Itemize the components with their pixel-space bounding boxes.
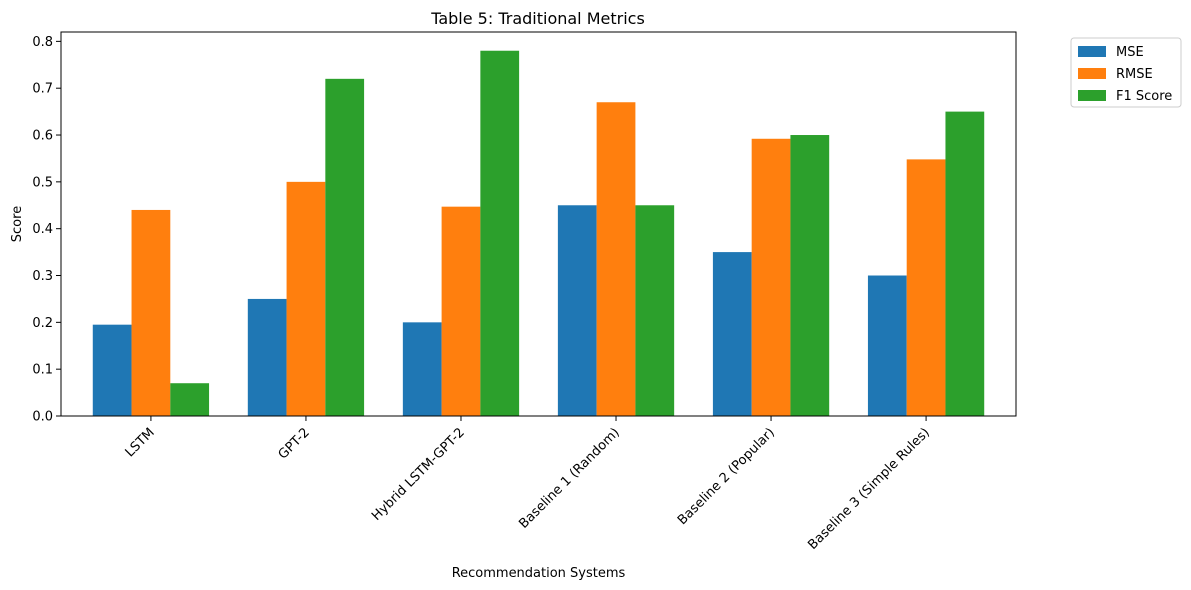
bar-f1-score-4: [790, 135, 830, 416]
y-tick-label: 0.7: [32, 82, 53, 97]
bar-rmse-4: [751, 138, 791, 416]
y-tick-label: 0.4: [32, 222, 53, 237]
bar-mse-2: [402, 322, 442, 416]
bars-group: [92, 50, 985, 417]
plot-frame: [60, 31, 1017, 417]
legend: MSE RMSE F1 Score: [1070, 37, 1182, 108]
y-tick-label: 0.3: [32, 269, 53, 284]
x-tick-label: Baseline 3 (Simple Rules): [805, 425, 933, 553]
legend-swatch: [1078, 90, 1106, 101]
y-tick-label: 0.1: [32, 363, 53, 378]
x-tick-label: Baseline 2 (Popular): [675, 425, 778, 528]
bar-mse-3: [557, 205, 597, 416]
legend-label: MSE: [1116, 45, 1144, 60]
bar-f1-score-5: [945, 111, 985, 417]
bar-mse-1: [247, 298, 287, 416]
bar-rmse-5: [906, 159, 946, 416]
bar-rmse-3: [596, 102, 636, 417]
y-tick-label: 0.2: [32, 316, 53, 331]
x-axis: LSTM GPT-2 Hybrid LSTM-GPT-2 Baseline 1 (Ra…: [123, 416, 933, 553]
y-tick-label: 0.5: [32, 175, 53, 190]
y-tick-label: 0.0: [32, 410, 53, 425]
bar-f1-score-3: [635, 205, 675, 416]
x-axis-title: Recommendation Systems: [452, 566, 626, 581]
legend-label: F1 Score: [1116, 89, 1172, 104]
bar-mse-5: [867, 275, 907, 416]
bar-rmse-1: [286, 181, 326, 416]
y-axis-title: Score: [10, 206, 25, 242]
chart-title: Table 5: Traditional Metrics: [430, 9, 645, 28]
bar-mse-0: [92, 324, 132, 416]
x-tick-label: Hybrid LSTM-GPT-2: [369, 425, 468, 524]
x-tick-label: GPT-2: [276, 425, 313, 462]
bar-f1-score-2: [480, 50, 520, 416]
legend-swatch: [1078, 46, 1106, 57]
x-tick-label: Baseline 1 (Random): [516, 425, 623, 532]
x-tick-label: LSTM: [123, 425, 158, 460]
legend-swatch: [1078, 68, 1106, 79]
bar-rmse-2: [441, 206, 481, 416]
bar-f1-score-0: [170, 383, 210, 416]
y-tick-label: 0.6: [32, 129, 53, 144]
bar-f1-score-1: [325, 78, 365, 416]
legend-label: RMSE: [1116, 67, 1153, 82]
y-tick-label: 0.8: [32, 35, 53, 50]
y-axis: 0.0 0.1 0.2 0.3 0.4 0.5 0.6 0.7 0.8: [32, 35, 61, 425]
bar-mse-4: [712, 252, 752, 416]
bar-rmse-0: [131, 209, 171, 416]
